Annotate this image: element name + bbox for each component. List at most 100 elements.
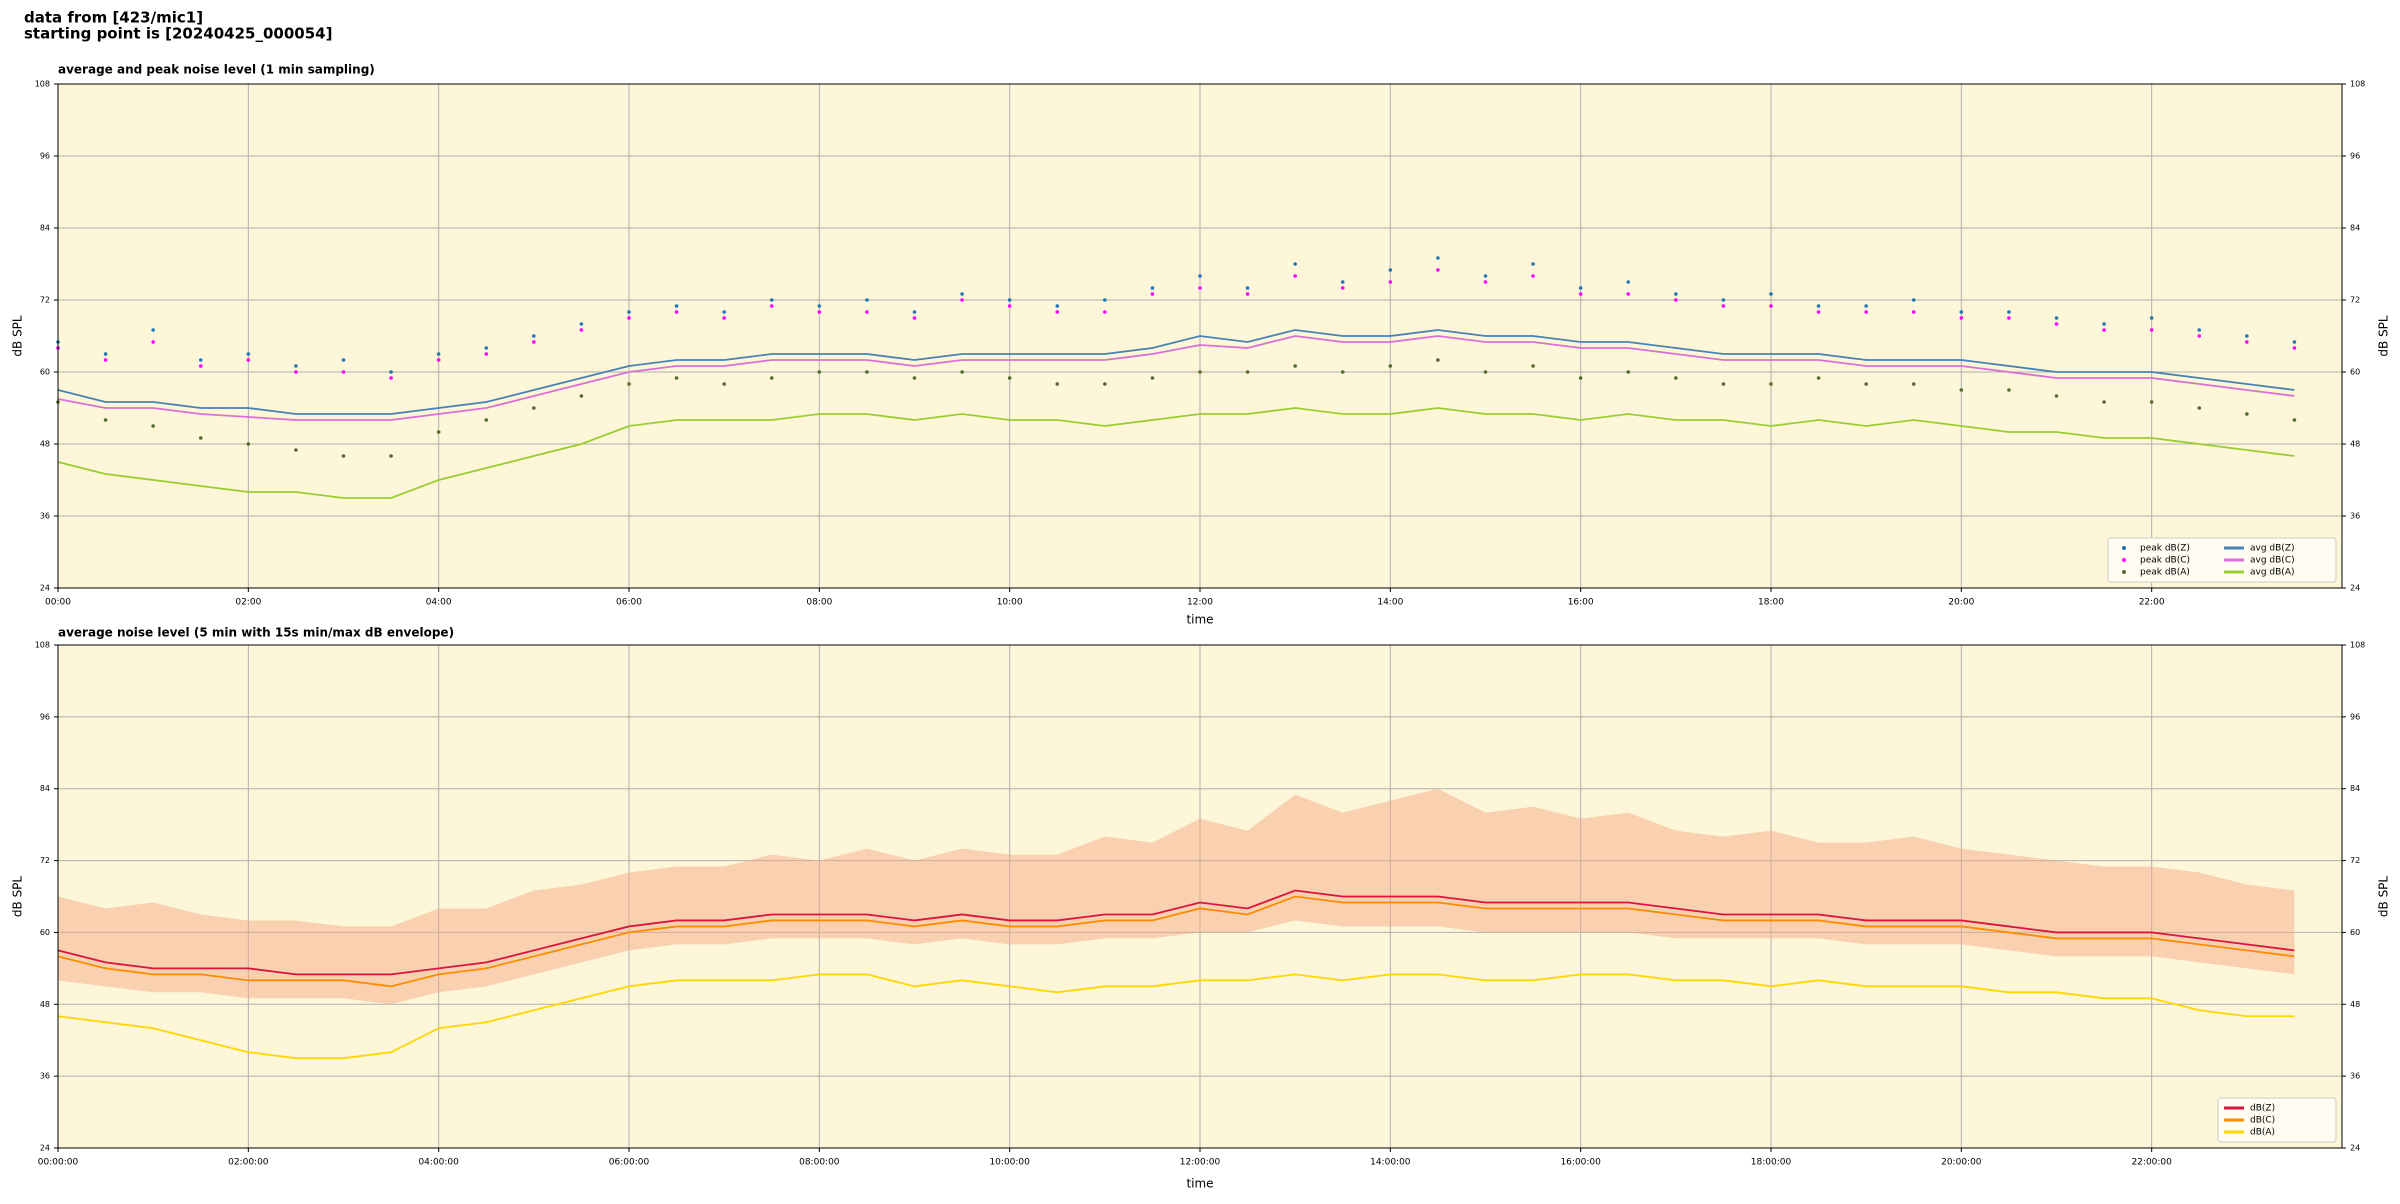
peak-point <box>2007 316 2011 320</box>
peak-point <box>1674 376 1678 380</box>
peak-point <box>2102 322 2106 326</box>
peak-point <box>1959 310 1964 314</box>
peak-point <box>198 358 203 362</box>
peak-point <box>198 364 203 368</box>
peak-point <box>2149 400 2154 404</box>
legend-marker <box>2122 570 2126 574</box>
x-tick-label: 18:00:00 <box>1751 1158 1792 1168</box>
peak-point <box>865 310 869 314</box>
peak-point <box>246 358 251 362</box>
y-tick-label: 36 <box>2350 512 2360 521</box>
peak-point <box>1674 292 1678 296</box>
peak-point <box>1769 292 1773 296</box>
x-tick-label: 12:00:00 <box>1180 1158 1221 1168</box>
peak-point <box>1721 304 1726 308</box>
y-tick-label: 84 <box>40 784 50 793</box>
peak-point <box>912 316 917 320</box>
peak-point <box>294 370 298 374</box>
y-axis-label: dB SPL <box>11 315 25 357</box>
peak-point <box>2149 316 2154 320</box>
peak-point <box>1483 274 1488 278</box>
peak-point <box>960 298 964 302</box>
peak-point <box>341 454 346 458</box>
peak-point <box>532 406 536 410</box>
peak-point <box>1388 280 1393 284</box>
x-axis-label: time <box>1186 613 1213 627</box>
series-line <box>57 973 2295 1060</box>
y-tick-label: 108 <box>35 80 50 89</box>
legend-box <box>2107 537 2337 583</box>
peak-point <box>1245 286 1250 290</box>
peak-point <box>103 418 108 422</box>
peak-point <box>912 310 917 314</box>
peak-point <box>579 322 584 326</box>
peak-point <box>1483 370 1488 374</box>
peak-point <box>1103 382 1107 386</box>
x-tick-label: 02:00:00 <box>228 1158 269 1168</box>
header-line: data from [423/mic1] <box>24 9 203 27</box>
peak-point <box>769 376 774 380</box>
chart-title: average and peak noise level (1 min samp… <box>58 63 375 77</box>
peak-point <box>436 352 441 356</box>
x-tick-label: 10:00:00 <box>989 1158 1030 1168</box>
peak-point <box>1816 376 1821 380</box>
peak-point <box>1578 286 1583 290</box>
peak-point <box>1007 298 1012 302</box>
peak-point <box>960 292 964 296</box>
x-tick-label: 04:00:00 <box>418 1158 459 1168</box>
x-tick-label: 12:00 <box>1187 598 1213 608</box>
peak-point <box>674 310 679 314</box>
peak-point <box>1626 280 1631 284</box>
legend-label: dB(C) <box>2250 1116 2275 1126</box>
peak-point <box>1959 316 1964 320</box>
y-tick-label: 84 <box>2350 224 2360 233</box>
peak-point <box>2245 334 2249 338</box>
x-tick-label: 16:00 <box>1568 598 1594 608</box>
peak-point <box>579 328 584 332</box>
peak-point <box>579 394 584 398</box>
peak-point <box>246 352 251 356</box>
peak-point <box>1959 388 1964 392</box>
peak-point <box>1578 292 1583 296</box>
peak-point <box>2292 340 2297 344</box>
x-tick-label: 08:00:00 <box>799 1158 840 1168</box>
y-tick-label: 48 <box>2350 1000 2360 1009</box>
y-tick-label: 24 <box>40 584 50 593</box>
peak-point <box>1816 310 1821 314</box>
peak-point <box>722 382 726 386</box>
y-tick-label: 48 <box>40 440 50 449</box>
peak-point <box>1150 292 1155 296</box>
peak-point <box>1436 256 1440 260</box>
plot-frame <box>57 83 2343 589</box>
y-tick-label: 60 <box>40 368 50 377</box>
peak-point <box>436 358 441 362</box>
series-line <box>57 335 2295 421</box>
x-axis-label: time <box>1186 1177 1213 1191</box>
x-tick-label: 00:00 <box>45 598 71 608</box>
peak-point <box>1626 292 1631 296</box>
legend-label: avg dB(Z) <box>2250 544 2295 554</box>
peak-point <box>1388 268 1393 272</box>
legend-label: peak dB(C) <box>2140 556 2190 566</box>
peak-point <box>627 310 631 314</box>
legend-label: peak dB(Z) <box>2140 544 2190 554</box>
peak-point <box>532 340 536 344</box>
peak-point <box>151 328 155 332</box>
peak-point <box>2007 310 2011 314</box>
peak-point <box>1150 376 1155 380</box>
envelope <box>58 788 2295 1005</box>
peak-point <box>1816 304 1821 308</box>
y-tick-label: 48 <box>2350 440 2360 449</box>
x-tick-label: 20:00:00 <box>1941 1158 1982 1168</box>
peak-point <box>865 298 869 302</box>
legend-label: peak dB(A) <box>2140 568 2190 578</box>
legend-box <box>2217 1097 2337 1143</box>
peak-point <box>1864 382 1868 386</box>
peak-point <box>151 340 155 344</box>
peak-point <box>1531 262 1535 266</box>
peak-point <box>389 454 393 458</box>
peak-point <box>436 430 441 434</box>
y-tick-label: 24 <box>2350 1144 2360 1153</box>
peak-point <box>627 316 631 320</box>
